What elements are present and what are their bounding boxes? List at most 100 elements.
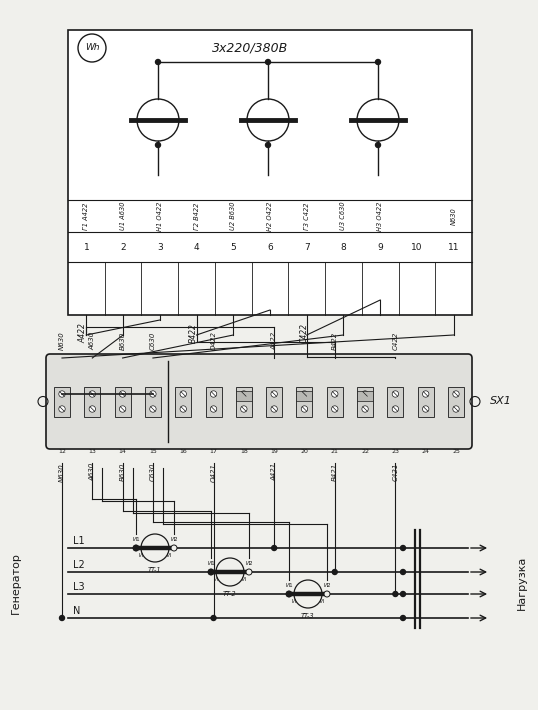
Text: 14: 14 bbox=[119, 449, 126, 454]
Circle shape bbox=[393, 591, 398, 596]
Circle shape bbox=[60, 616, 65, 621]
Text: B422: B422 bbox=[189, 323, 198, 343]
Circle shape bbox=[150, 406, 156, 413]
Circle shape bbox=[240, 391, 247, 397]
Circle shape bbox=[210, 391, 217, 397]
Bar bbox=[145, 386, 161, 417]
Text: 24: 24 bbox=[422, 449, 430, 454]
Bar bbox=[357, 386, 373, 417]
Text: 20: 20 bbox=[301, 449, 308, 454]
Bar bbox=[115, 386, 131, 417]
Circle shape bbox=[180, 391, 187, 397]
Text: L3: L3 bbox=[73, 582, 84, 592]
Circle shape bbox=[265, 60, 271, 65]
Circle shape bbox=[400, 569, 406, 574]
Text: 17: 17 bbox=[210, 449, 217, 454]
Text: И2: И2 bbox=[245, 561, 253, 566]
Text: A422: A422 bbox=[79, 323, 88, 343]
Text: О421: О421 bbox=[210, 463, 216, 482]
Text: C422: C422 bbox=[299, 323, 308, 343]
Text: L1: L1 bbox=[73, 536, 84, 546]
Text: И2: И2 bbox=[323, 583, 331, 588]
Text: SX1: SX1 bbox=[490, 396, 512, 407]
Circle shape bbox=[271, 391, 278, 397]
Text: 2: 2 bbox=[121, 243, 126, 251]
Text: Генератор: Генератор bbox=[11, 552, 21, 614]
Text: С422: С422 bbox=[392, 332, 398, 350]
Circle shape bbox=[392, 406, 399, 413]
Bar bbox=[206, 386, 222, 417]
Circle shape bbox=[376, 143, 380, 148]
Bar bbox=[236, 391, 252, 400]
Text: 3x220/380B: 3x220/380B bbox=[212, 41, 288, 55]
Circle shape bbox=[453, 391, 459, 397]
Text: С630: С630 bbox=[150, 463, 156, 481]
Text: Г1 А422: Г1 А422 bbox=[83, 202, 89, 230]
Text: 25: 25 bbox=[452, 449, 460, 454]
Text: 4: 4 bbox=[194, 243, 200, 251]
Text: О422: О422 bbox=[210, 331, 216, 350]
Circle shape bbox=[376, 60, 380, 65]
Bar bbox=[175, 386, 191, 417]
Text: С630: С630 bbox=[150, 332, 156, 350]
Circle shape bbox=[155, 143, 160, 148]
Text: 23: 23 bbox=[391, 449, 399, 454]
Text: 22: 22 bbox=[361, 449, 369, 454]
Text: Wh: Wh bbox=[84, 43, 100, 53]
Bar bbox=[417, 386, 434, 417]
Text: Н2 О422: Н2 О422 bbox=[267, 202, 273, 231]
Text: 9: 9 bbox=[377, 243, 383, 251]
Text: U2 В630: U2 В630 bbox=[230, 202, 236, 230]
Circle shape bbox=[216, 558, 244, 586]
Circle shape bbox=[272, 545, 277, 550]
Text: TT-2: TT-2 bbox=[223, 591, 237, 597]
Text: 12: 12 bbox=[58, 449, 66, 454]
Circle shape bbox=[301, 391, 308, 397]
Text: И: И bbox=[242, 577, 246, 582]
Text: 11: 11 bbox=[448, 243, 459, 251]
Text: Г3 С422: Г3 С422 bbox=[304, 202, 310, 230]
Text: 8: 8 bbox=[341, 243, 346, 251]
Circle shape bbox=[119, 391, 126, 397]
Circle shape bbox=[133, 545, 138, 550]
Circle shape bbox=[294, 580, 322, 608]
Text: И: И bbox=[214, 577, 218, 582]
Circle shape bbox=[208, 569, 214, 575]
Text: Нагрузка: Нагрузка bbox=[517, 556, 527, 610]
Circle shape bbox=[332, 569, 337, 574]
Bar bbox=[84, 386, 100, 417]
Text: TT-1: TT-1 bbox=[148, 567, 162, 573]
Text: С421: С421 bbox=[392, 463, 398, 481]
Text: 15: 15 bbox=[149, 449, 157, 454]
Circle shape bbox=[301, 406, 308, 413]
Circle shape bbox=[331, 406, 338, 413]
Text: 16: 16 bbox=[179, 449, 187, 454]
Text: И: И bbox=[167, 553, 171, 558]
Text: А422: А422 bbox=[271, 332, 277, 350]
Circle shape bbox=[287, 591, 292, 596]
Text: TT-3: TT-3 bbox=[301, 613, 315, 619]
Text: В421: В421 bbox=[332, 463, 338, 481]
Text: В422: В422 bbox=[332, 332, 338, 350]
Bar bbox=[296, 391, 313, 400]
Text: А630: А630 bbox=[89, 463, 95, 481]
Circle shape bbox=[119, 406, 126, 413]
Text: 13: 13 bbox=[88, 449, 96, 454]
Text: Н1 О422: Н1 О422 bbox=[157, 202, 163, 231]
Text: 35: 35 bbox=[240, 393, 248, 398]
Circle shape bbox=[400, 591, 406, 596]
Bar bbox=[296, 386, 313, 417]
Text: 36: 36 bbox=[301, 393, 308, 398]
Bar bbox=[327, 386, 343, 417]
Circle shape bbox=[422, 391, 429, 397]
Text: И: И bbox=[139, 553, 143, 558]
Bar bbox=[54, 386, 70, 417]
Circle shape bbox=[150, 391, 156, 397]
Circle shape bbox=[141, 534, 169, 562]
Circle shape bbox=[453, 406, 459, 413]
Text: 10: 10 bbox=[411, 243, 423, 251]
Text: И1: И1 bbox=[132, 537, 140, 542]
Circle shape bbox=[286, 591, 292, 597]
Text: 1: 1 bbox=[83, 243, 89, 251]
Text: 19: 19 bbox=[270, 449, 278, 454]
